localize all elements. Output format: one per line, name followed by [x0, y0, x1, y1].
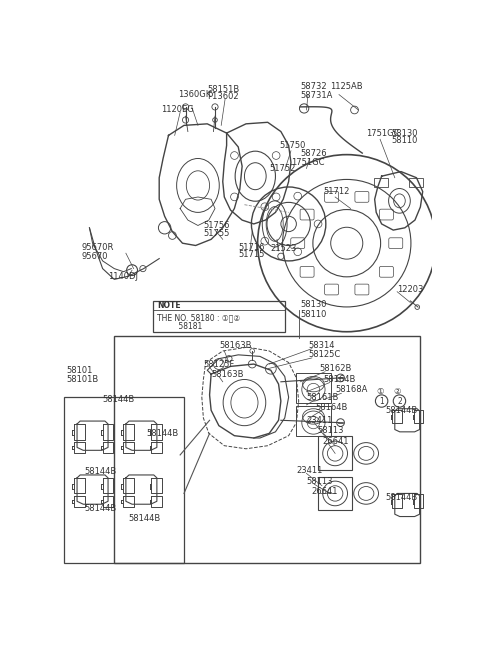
Text: NOTE: NOTE [157, 301, 180, 310]
Bar [409, 178, 423, 187]
Text: 58726: 58726 [300, 149, 327, 158]
Text: 58144B: 58144B [103, 395, 135, 404]
Bar [318, 476, 352, 510]
Text: 51755: 51755 [204, 228, 230, 237]
Text: 58101B: 58101B [66, 375, 98, 384]
Text: 12203: 12203 [397, 285, 423, 294]
Text: 58163B: 58163B [211, 369, 244, 378]
Text: 58144B: 58144B [128, 514, 160, 523]
Text: 26641: 26641 [322, 437, 348, 446]
Text: 51750: 51750 [279, 141, 306, 150]
Text: 58113: 58113 [317, 426, 344, 435]
Text: 58125F: 58125F [204, 360, 235, 369]
Bar [374, 178, 388, 187]
Text: 1751GC: 1751GC [366, 129, 400, 138]
Text: 58161B: 58161B [306, 393, 339, 402]
Bar [296, 406, 331, 437]
Text: 1125AB: 1125AB [330, 82, 362, 91]
Text: 26641: 26641 [312, 487, 338, 496]
Text: 1120EG: 1120EG [161, 105, 193, 115]
Text: 58110: 58110 [300, 309, 326, 318]
Text: 1140DJ: 1140DJ [108, 272, 138, 281]
Text: 1751GC: 1751GC [291, 158, 324, 167]
Text: 95670: 95670 [82, 252, 108, 261]
Text: 58101: 58101 [66, 366, 93, 375]
Text: 58164B: 58164B [316, 402, 348, 411]
Text: 58110: 58110 [391, 137, 417, 146]
Text: 21523: 21523 [271, 244, 297, 253]
Text: 58164B: 58164B [324, 375, 356, 384]
Text: 51716: 51716 [238, 243, 265, 252]
Text: 58144B: 58144B [385, 493, 418, 502]
Bar [318, 437, 352, 470]
Text: 51712: 51712 [324, 187, 350, 196]
Text: 51752: 51752 [269, 164, 296, 173]
Text: 1: 1 [379, 397, 384, 406]
Text: 58731A: 58731A [300, 91, 333, 100]
Text: 58168A: 58168A [335, 385, 368, 394]
Text: 58125C: 58125C [308, 350, 340, 359]
Bar [153, 301, 285, 332]
Text: 23411: 23411 [296, 466, 323, 475]
Text: 58130: 58130 [391, 129, 418, 138]
Text: 58162B: 58162B [320, 364, 352, 373]
Text: 23411: 23411 [306, 416, 333, 425]
Text: 58144B: 58144B [385, 406, 418, 415]
Text: 58144B: 58144B [147, 429, 179, 438]
Text: ①: ① [376, 388, 384, 397]
Text: 58144B: 58144B [85, 505, 117, 513]
Bar [64, 397, 184, 563]
Text: 58144B: 58144B [85, 467, 117, 476]
Text: 58113: 58113 [306, 477, 333, 486]
Text: P13602: P13602 [207, 93, 239, 102]
Text: 58163B: 58163B [219, 341, 252, 350]
Text: 51756: 51756 [204, 221, 230, 230]
Bar [296, 373, 331, 403]
Text: 51715: 51715 [238, 250, 264, 259]
Text: THE NO. 58180 : ①～②: THE NO. 58180 : ①～② [157, 313, 240, 322]
Text: 58181: 58181 [157, 322, 202, 331]
Text: 58130: 58130 [300, 300, 327, 309]
Text: 95670R: 95670R [82, 243, 114, 252]
Bar [114, 336, 420, 563]
Text: ②: ② [393, 388, 401, 397]
Text: 58732: 58732 [300, 82, 327, 91]
Text: 1360GK: 1360GK [178, 90, 211, 99]
Text: 2: 2 [397, 397, 402, 406]
Text: 58314: 58314 [308, 341, 335, 350]
Text: 58151B: 58151B [207, 85, 240, 94]
